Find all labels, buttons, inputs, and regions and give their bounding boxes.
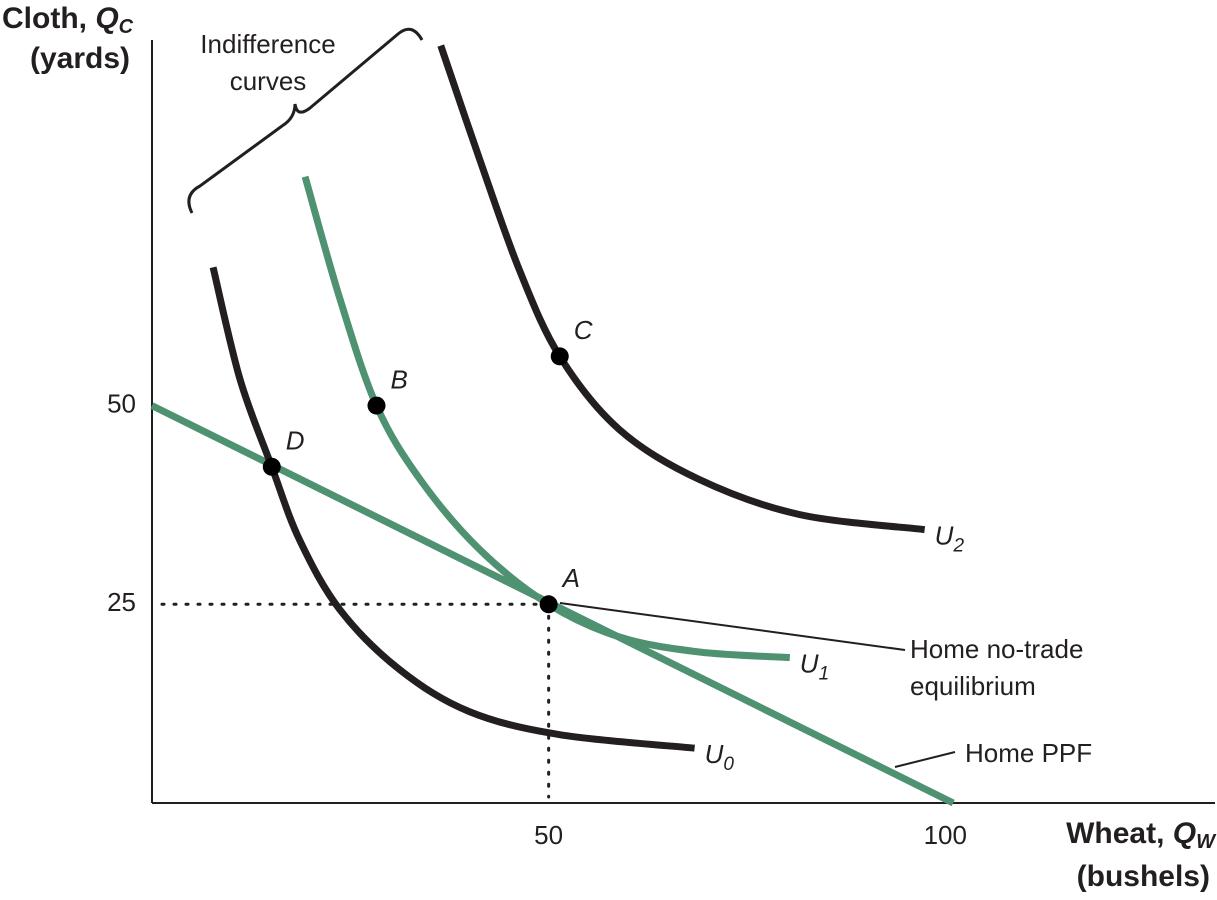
- legend-label-name: U: [935, 520, 954, 550]
- legend-label: U2: [935, 520, 965, 556]
- point-label: A: [561, 563, 580, 593]
- axis-title: (bushels): [1077, 860, 1210, 893]
- point-label: B: [390, 364, 407, 394]
- point: [539, 595, 558, 614]
- axis-title-text: Cloth,: [2, 2, 95, 35]
- leader-line: [894, 751, 956, 768]
- x-tick-label: 50: [534, 820, 563, 850]
- y-tick-label: 50: [107, 388, 136, 418]
- axis-title-symbol: Q: [95, 2, 118, 35]
- axis-title: Wheat, QW: [1066, 817, 1217, 853]
- x-tick-label: 100: [924, 820, 967, 850]
- legend-label-subscript: 0: [723, 754, 734, 775]
- legend-label: U0: [705, 739, 735, 775]
- axis-title: (yards): [30, 42, 130, 75]
- brace: [187, 27, 424, 214]
- leader-line: [559, 602, 906, 651]
- legend-label-name: U: [800, 648, 819, 678]
- axis-title-subscript: C: [119, 16, 134, 38]
- legend-label-name: U: [705, 739, 724, 769]
- point: [367, 396, 386, 415]
- axis-title-text: Wheat,: [1066, 817, 1173, 850]
- series-line: [209, 266, 695, 752]
- annotation: curves: [230, 66, 307, 96]
- series-line: [437, 44, 926, 534]
- annotation: Indifference: [200, 29, 335, 59]
- annotation: equilibrium: [910, 671, 1036, 701]
- point: [550, 347, 569, 366]
- annotation: Home no-trade: [910, 634, 1083, 664]
- y-tick-label: 25: [107, 587, 136, 617]
- legend-label: U1: [800, 648, 829, 684]
- axis-title-subscript: W: [1196, 831, 1217, 853]
- point-label: C: [574, 315, 593, 345]
- point: [262, 457, 281, 476]
- point-label: D: [286, 426, 305, 456]
- series-line: [301, 175, 791, 662]
- legend-label: Home PPF: [965, 738, 1092, 768]
- legend-label-subscript: 1: [819, 664, 830, 685]
- axis-title-symbol: Q: [1173, 817, 1196, 850]
- axis-title: Cloth, QC: [2, 2, 134, 38]
- legend-label-subscript: 2: [952, 536, 964, 557]
